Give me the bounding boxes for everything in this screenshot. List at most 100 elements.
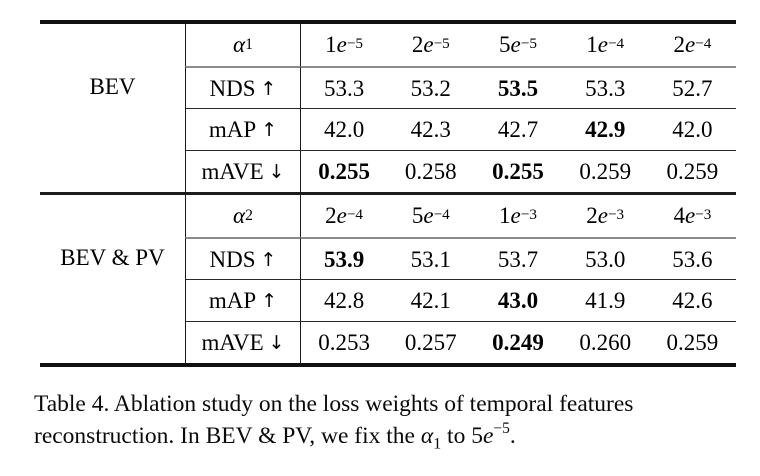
metric-label-cell: mAVE ↓: [185, 150, 300, 193]
value-cell: 53.0: [561, 236, 649, 281]
metric-label-cell: NDS ↑: [185, 66, 300, 110]
value-cell: 0.257: [387, 320, 475, 364]
value-cell-best: 42.9: [561, 108, 649, 151]
arrow-up-icon: ↑: [261, 289, 278, 312]
value-cell-best: 53.9: [300, 236, 388, 281]
e: e: [684, 202, 696, 228]
param-value: 1 e −4: [586, 32, 625, 57]
coef: 2: [411, 32, 424, 57]
group-label-spacer: [40, 195, 185, 237]
coef: 5: [411, 202, 424, 228]
value-cell: 52.7: [648, 66, 736, 110]
metric-label: mAVE: [201, 159, 264, 184]
coef: 1: [499, 202, 511, 228]
value-cell: 42.7: [474, 108, 562, 151]
metric-row-mave: mAVE ↓ 0.255 0.258 0.255 0.259 0.259: [40, 150, 736, 193]
arrow-down-icon: ↓: [268, 331, 285, 354]
value-cell: 42.6: [648, 278, 736, 322]
value-cell: 0.259: [561, 150, 649, 193]
value-cell: 0.258: [387, 150, 475, 193]
coef: 1: [325, 32, 337, 57]
group-label-spacer: [40, 24, 185, 66]
value-cell: 0.259: [648, 320, 736, 364]
value-cell: 42.3: [387, 108, 475, 151]
group-separator-rule: [40, 192, 736, 195]
value-cell: 42.8: [300, 278, 388, 322]
arrow-up-icon: ↑: [260, 78, 277, 100]
arrow-up-icon: ↑: [260, 248, 277, 271]
value-cell-best: 0.255: [474, 150, 562, 193]
group-label: BEV: [89, 74, 136, 99]
alpha-symbol: α: [420, 423, 434, 449]
coef: 2: [586, 202, 598, 228]
metric-label: NDS: [209, 76, 256, 101]
table-caption: Table 4. Ablation study on the loss weig…: [34, 388, 734, 452]
e: e: [684, 32, 696, 57]
value-cell: 53.3: [300, 66, 388, 110]
group-label-spacer: [40, 150, 185, 192]
value-cell-best: 53.5: [474, 66, 562, 110]
value-cell: 53.1: [387, 236, 475, 281]
alpha-subscript: 1: [433, 435, 442, 453]
param-value: 2 e −3: [586, 202, 625, 228]
metric-label-cell: mAVE ↓: [185, 320, 300, 364]
metric-label-cell: mAP ↑: [185, 108, 300, 151]
coef: 5: [499, 32, 511, 57]
group-label-spacer: [40, 108, 185, 150]
e: e: [482, 423, 494, 449]
value-cell: 0.259: [648, 150, 736, 193]
metric-label-cell: NDS ↑: [185, 236, 300, 281]
coef: 1: [586, 32, 598, 57]
group-label-spacer: [40, 321, 185, 363]
value-cell: 41.9: [561, 278, 649, 322]
caption-text: reconstruction. In BEV & PV, we fix the: [34, 423, 421, 449]
e: e: [510, 32, 521, 57]
e: e: [597, 202, 608, 228]
param-value: 2 e −5: [411, 32, 450, 57]
param-value: 5 e −4: [411, 202, 450, 228]
value-cell: 53.6: [648, 236, 736, 281]
value-cell: 42.0: [648, 108, 736, 151]
arrow-down-icon: ↓: [268, 161, 285, 183]
metric-row-map: mAP ↑ 42.8 42.1 43.0 41.9 42.6: [40, 278, 736, 322]
param-value: 2 e −4: [673, 32, 712, 57]
value-cell: 0.253: [300, 320, 388, 364]
coef: 4: [673, 202, 685, 228]
value-cell: 53.7: [474, 236, 562, 281]
e: e: [423, 202, 434, 228]
caption-line1: Table 4. Ablation study on the loss weig…: [34, 391, 634, 417]
value-cell: 0.260: [561, 320, 649, 364]
table-top-rule: [40, 20, 736, 24]
metric-row-nds: BEV & PV NDS ↑ 53.9 53.1 53.7 53.0 53.6: [40, 236, 736, 281]
arrow-up-icon: ↑: [261, 119, 278, 141]
value-cell: 42.0: [300, 108, 388, 151]
metric-label-cell: mAP ↑: [185, 278, 300, 322]
e: e: [423, 32, 434, 57]
metric-row-nds: BEV NDS ↑ 53.3 53.2 53.5 53.3 52.7: [40, 66, 736, 110]
metric-row-map: mAP ↑ 42.0 42.3 42.7 42.9 42.0: [40, 108, 736, 151]
metric-label: NDS: [209, 246, 256, 272]
e: e: [510, 202, 521, 228]
value-cell-best: 43.0: [474, 278, 562, 322]
e: e: [336, 202, 347, 228]
metric-label: mAP: [208, 117, 257, 142]
coef: 2: [325, 202, 337, 228]
param-value: 5 e −5: [499, 32, 537, 57]
alpha-symbol: α: [233, 202, 246, 228]
value-cell: 42.1: [387, 278, 475, 322]
param-value: 1 e −5: [300, 24, 387, 66]
table-bottom-rule: [40, 362, 736, 367]
coef: 2: [673, 32, 685, 57]
group-label: BEV & PV: [60, 244, 165, 270]
metric-label: mAVE: [201, 329, 264, 355]
param-value: 1 e −3: [499, 202, 537, 228]
param-value: 2 e −4: [300, 194, 387, 237]
caption-text: to: [441, 423, 472, 449]
